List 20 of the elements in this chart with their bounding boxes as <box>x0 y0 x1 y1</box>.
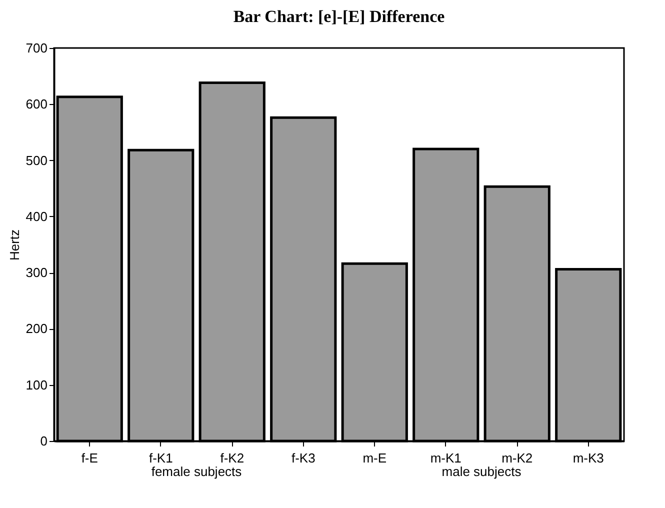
y-tick-label: 0 <box>40 434 48 448</box>
x-tick-label: m-K2 <box>502 450 533 466</box>
x-tick-label: m-K3 <box>572 450 604 466</box>
chart-title: Bar Chart: [e]-[E] Difference <box>233 7 446 26</box>
x-tick-label: f-K3 <box>291 450 316 466</box>
y-tick-label: 600 <box>26 96 48 112</box>
x-tick-label: m-K1 <box>430 450 462 466</box>
y-tick-label: 200 <box>26 321 48 336</box>
x-tick-label: f-E <box>81 450 98 466</box>
text: male subjects <box>442 464 522 479</box>
x-tick-label: f-K2 <box>220 450 244 466</box>
y-tick-label: 700 <box>26 40 48 56</box>
y-tick-label: 100 <box>26 377 48 392</box>
y-tick-label: 400 <box>26 208 48 224</box>
text: female subjects <box>151 464 242 479</box>
y-axis-title: Hertz <box>6 229 22 261</box>
y-tick-label: 500 <box>26 152 48 168</box>
y-tick-label: 300 <box>26 265 48 280</box>
x-tick-label: f-K1 <box>148 450 173 466</box>
x-tick-label: m-E <box>362 450 387 466</box>
